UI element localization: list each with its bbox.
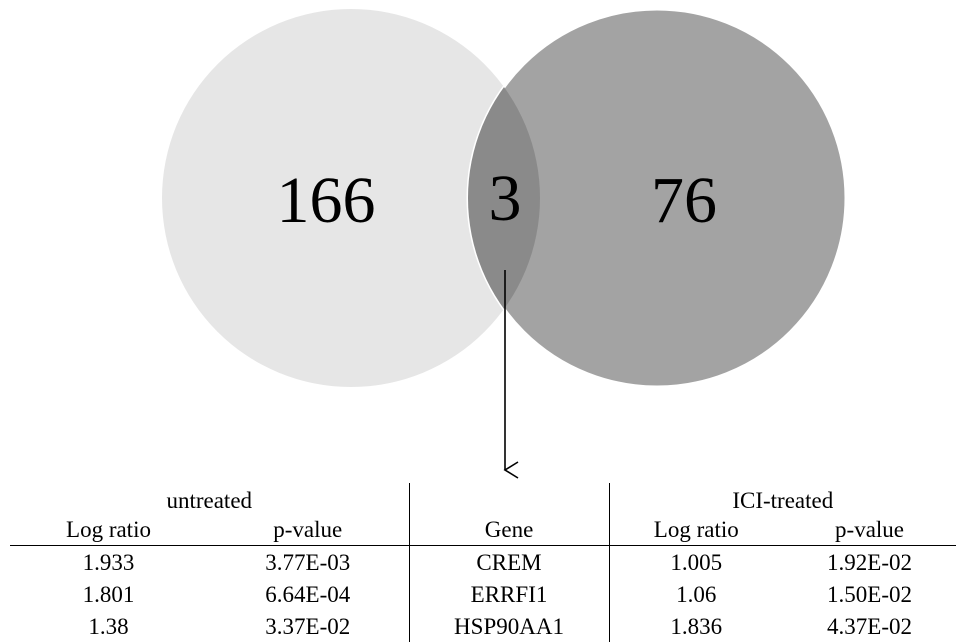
ici-treated-group-header: ICI-treated bbox=[608, 483, 956, 514]
ici-log-ratio-cell: 1.836 bbox=[608, 610, 784, 642]
gene-cell: HSP90AA1 bbox=[408, 610, 610, 642]
untreated-log-ratio-header: Log ratio bbox=[10, 514, 207, 546]
ici-p-value-cell: 1.92E-02 bbox=[827, 549, 912, 575]
untreated-group-header: untreated bbox=[166, 488, 253, 513]
untreated-log-ratio-cell: 1.933 bbox=[82, 549, 135, 575]
column-header-row: Log ratio p-value Gene Log ratio p-value bbox=[10, 514, 956, 546]
overlap-count: 3 bbox=[489, 162, 522, 235]
venn-diagram: 166 3 76 bbox=[162, 7, 848, 479]
group-header-row: untreated ICI-treated bbox=[10, 483, 956, 514]
untreated-log-ratio-cell: 1.38 bbox=[88, 613, 129, 639]
untreated-p-value-cell: 3.77E-03 bbox=[265, 549, 351, 575]
ici-log-ratio-cell: 1.06 bbox=[608, 578, 784, 610]
ici-p-value-cell: 4.37E-02 bbox=[827, 613, 912, 639]
ici-p-value-cell: 1.50E-02 bbox=[827, 581, 912, 607]
untreated-set-circle bbox=[162, 9, 540, 387]
gene-cell: CREM bbox=[408, 545, 610, 578]
ici-treated-only-count: 76 bbox=[651, 164, 717, 237]
untreated-log-ratio-cell: 1.801 bbox=[82, 581, 135, 607]
table-row: 1.801 6.64E-04 ERRFI1 1.06 1.50E-02 bbox=[10, 578, 956, 610]
ici-p-value-header: p-value bbox=[783, 514, 956, 546]
table-row: 1.933 3.77E-03 CREM 1.005 1.92E-02 bbox=[10, 545, 956, 578]
untreated-p-value-cell: 6.64E-04 bbox=[265, 581, 351, 607]
untreated-p-value-cell: 3.37E-02 bbox=[265, 613, 351, 639]
shared-genes-table: untreated ICI-treated Log ratio p-value … bbox=[10, 483, 956, 642]
ici-log-ratio-cell: 1.005 bbox=[608, 545, 784, 578]
gene-header: Gene bbox=[408, 514, 610, 546]
untreated-p-value-header: p-value bbox=[207, 514, 410, 546]
gene-cell: ERRFI1 bbox=[408, 578, 610, 610]
ici-log-ratio-header: Log ratio bbox=[608, 514, 784, 546]
untreated-only-count: 166 bbox=[277, 164, 376, 237]
gene-group-spacer bbox=[408, 483, 610, 514]
table-row: 1.38 3.37E-02 HSP90AA1 1.836 4.37E-02 bbox=[10, 610, 956, 642]
